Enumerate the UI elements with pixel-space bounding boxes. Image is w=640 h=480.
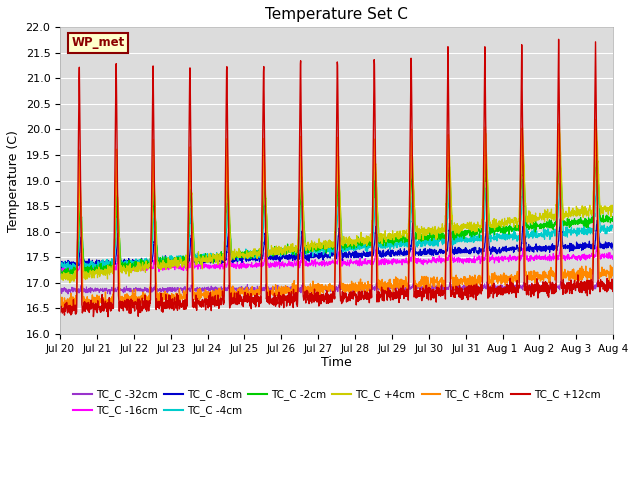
X-axis label: Time: Time — [321, 356, 352, 369]
Y-axis label: Temperature (C): Temperature (C) — [7, 130, 20, 231]
Title: Temperature Set C: Temperature Set C — [265, 7, 408, 22]
Legend: TC_C -32cm, TC_C -16cm, TC_C -8cm, TC_C -4cm, TC_C -2cm, TC_C +4cm, TC_C +8cm, T: TC_C -32cm, TC_C -16cm, TC_C -8cm, TC_C … — [68, 385, 605, 420]
Text: WP_met: WP_met — [71, 36, 124, 49]
